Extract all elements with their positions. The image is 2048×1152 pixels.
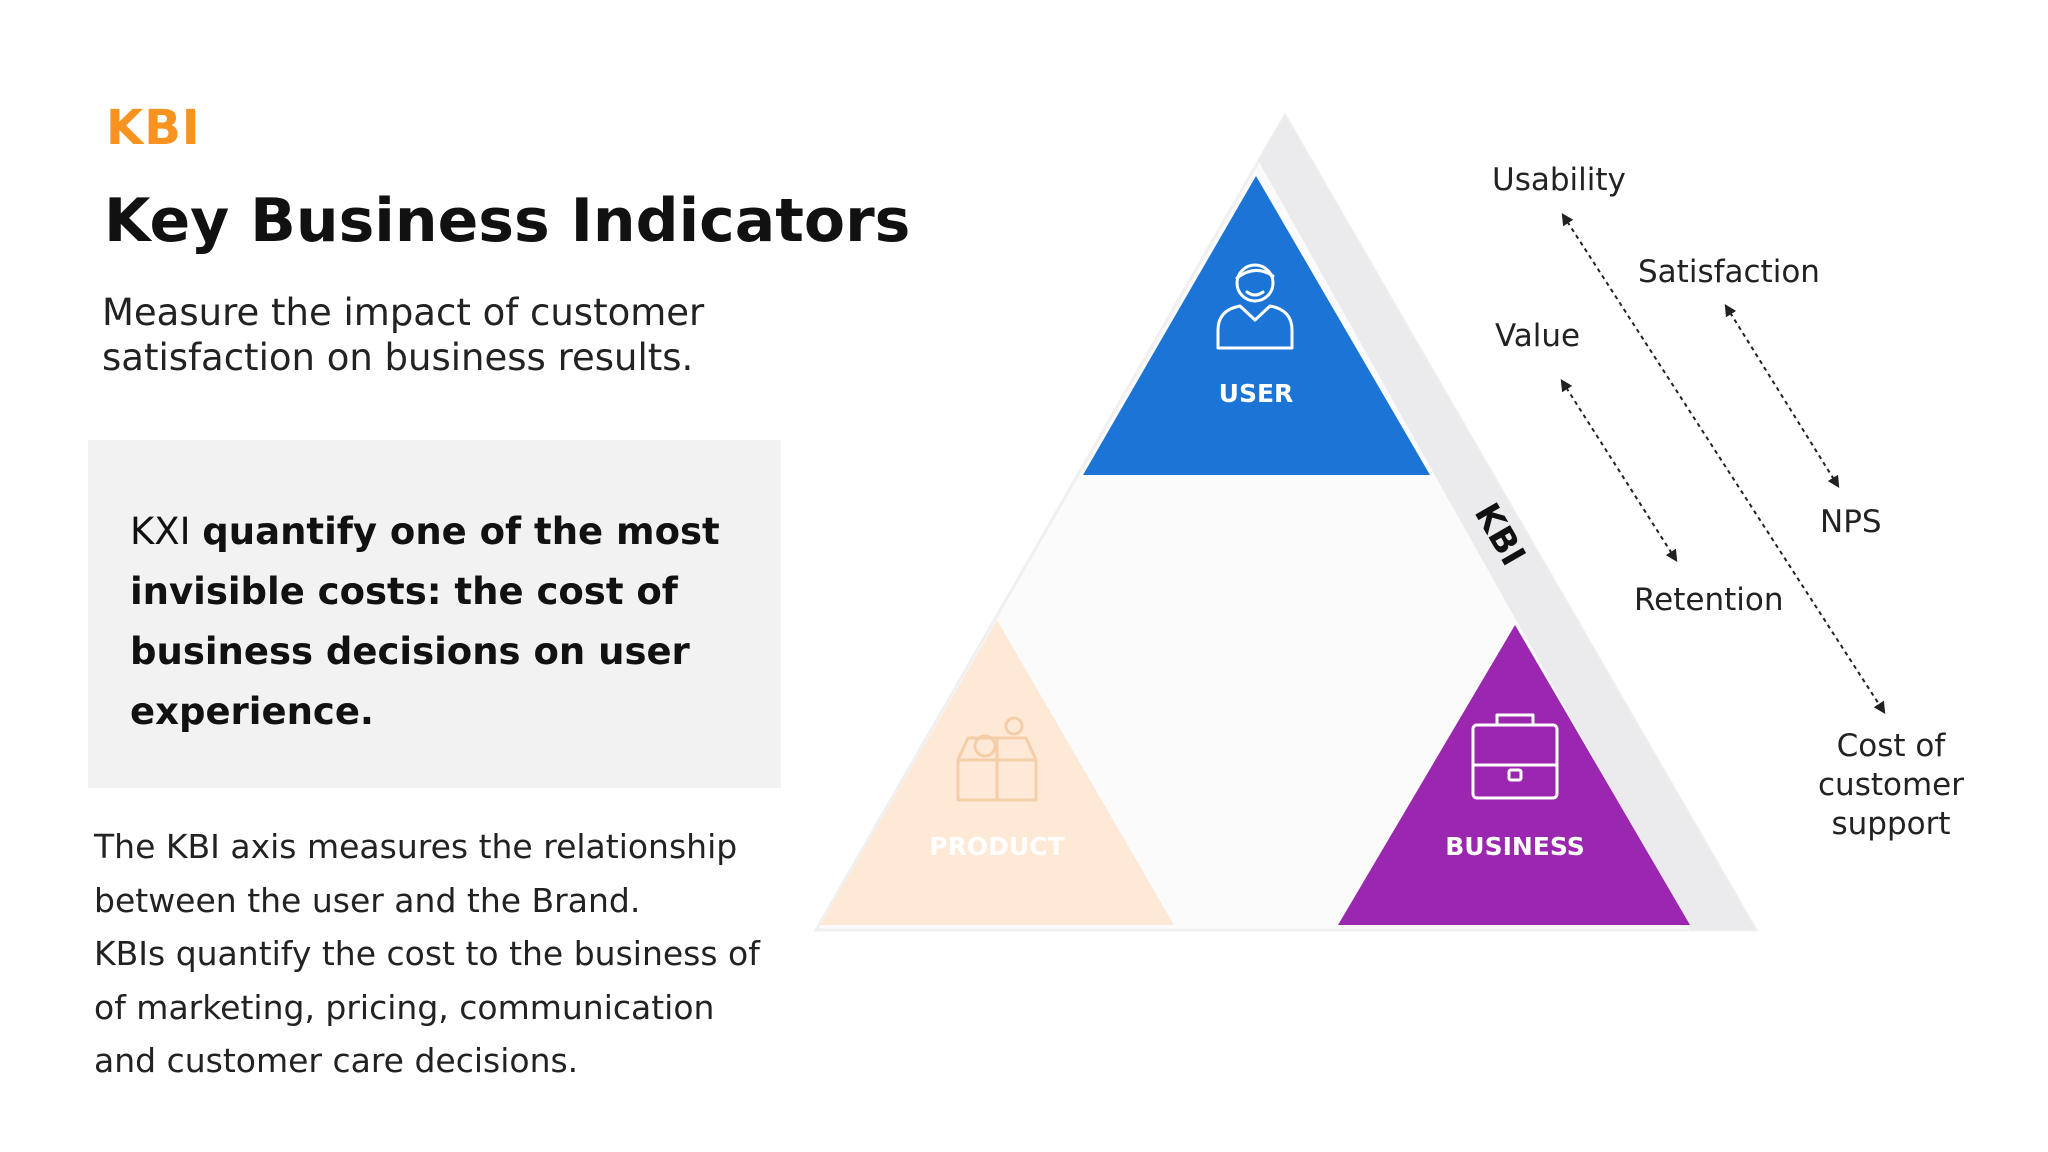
kicker-label: KBI xyxy=(106,100,201,156)
body-line: The KBI axis measures the relationship xyxy=(94,827,738,866)
arrow-value-retention xyxy=(1560,378,1678,563)
callout-box: KXI quantify one of the most invisible c… xyxy=(88,440,781,788)
metric-value: Value xyxy=(1495,318,1581,354)
page-title: Key Business Indicators xyxy=(104,186,911,256)
callout-bold: quantify one of the most invisible costs… xyxy=(130,510,720,733)
product-label: PRODUCT xyxy=(929,832,1064,861)
arrow-satisfaction-nps xyxy=(1724,303,1840,489)
business-triangle xyxy=(1338,625,1690,925)
metric-satisfaction: Satisfaction xyxy=(1638,254,1820,290)
body-paragraph: The KBI axis measures the relationship b… xyxy=(94,820,814,1088)
user-label: USER xyxy=(1219,379,1294,408)
business-label: BUSINESS xyxy=(1445,832,1585,861)
body-line: KBIs quantify the cost to the business o… xyxy=(94,934,760,973)
metric-cost-line: customer xyxy=(1818,767,1964,803)
user-icon xyxy=(1216,263,1294,350)
metric-retention: Retention xyxy=(1634,582,1784,618)
metric-cost-line: Cost of xyxy=(1836,728,1946,764)
kbi-axis-band xyxy=(1258,115,1756,930)
page-subtitle: Measure the impact of customer satisfact… xyxy=(102,291,705,379)
callout-text: KXI quantify one of the most invisible c… xyxy=(130,502,741,742)
user-triangle xyxy=(1083,176,1430,475)
body-line: and customer care decisions. xyxy=(94,1041,579,1080)
metric-usability: Usability xyxy=(1492,162,1626,198)
body-line: between the user and the Brand. xyxy=(94,880,641,920)
callout-lead: KXI xyxy=(130,510,191,553)
product-box-icon xyxy=(956,716,1038,802)
briefcase-icon xyxy=(1471,713,1559,800)
metric-cost-line: support xyxy=(1831,806,1951,842)
body-line: of marketing, pricing, communication xyxy=(94,987,715,1027)
metric-nps: NPS xyxy=(1820,504,1882,540)
metric-cost-of-customer-support: Cost of customer support xyxy=(1818,727,1964,844)
arrow-usability-cost xyxy=(1561,212,1886,715)
